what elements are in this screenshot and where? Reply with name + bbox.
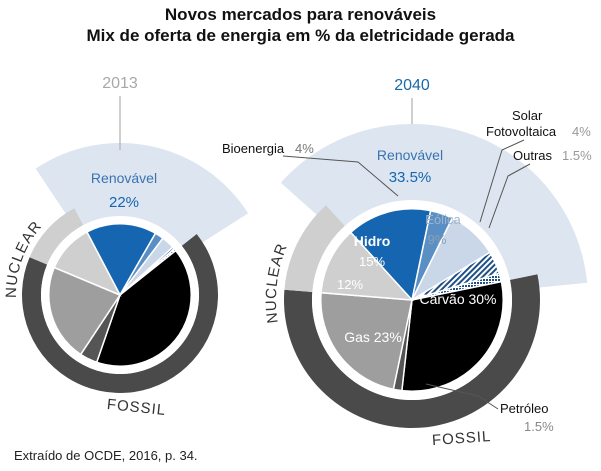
slice-value-solar: 4% [572, 124, 591, 139]
slice-label-solar-l1: Solar [512, 108, 543, 123]
leader-bioenergia [282, 155, 399, 197]
nuclear-ring-2040 [284, 205, 345, 292]
fossil-ring-label-2013: FOSSIL [106, 396, 167, 419]
chart-subtitle: Mix de oferta de energia em % da eletric… [86, 26, 515, 45]
renewable-ring-2013 [74, 197, 197, 246]
slice-value-hidro: 15% [359, 254, 385, 269]
slice-label-petroleo: Petróleo [500, 401, 548, 416]
fossil-ring-2013 [22, 233, 218, 393]
leader-outras [488, 163, 531, 229]
slice-value-outras: 1.5% [562, 148, 592, 163]
leader-solar [479, 139, 525, 223]
pie-rim-2040 [318, 206, 506, 394]
fossil-ring-2040 [284, 274, 541, 428]
renewable-value-2013: 22% [109, 194, 139, 211]
renewable-value-2040: 33.5% [389, 169, 432, 186]
slice-value-eolica: 9% [428, 232, 447, 247]
slice-label-hidro: Hidro [354, 233, 391, 249]
slice-label-gas: Gas 23% [344, 329, 402, 345]
renewable-label-2013: Renovável [91, 170, 157, 186]
chart-title-block: Novos mercados para renováveis Mix de of… [0, 4, 601, 46]
slice-label-bioenergia: Bioenergia [222, 141, 285, 156]
slice-label-eolica: Eólica [425, 212, 461, 227]
slice-value-bioenergia: 4% [295, 141, 314, 156]
slice-value-petroleo: 1.5% [524, 419, 554, 434]
nuclear-ring-2013 [29, 208, 84, 265]
slice-label-solar-l2: Fotovoltaica [486, 124, 557, 139]
source-note: Extraído de OCDE, 2016, p. 34. [14, 448, 198, 463]
fossil-ring-label-2040: FOSSIL [431, 428, 491, 449]
leader-petroleo [425, 383, 499, 410]
year-label-2040: 2040 [394, 77, 430, 94]
year-label-2013: 2013 [102, 75, 138, 92]
renewable-label-2040: Renovável [377, 147, 443, 163]
chart-title: Novos mercados para renováveis [164, 5, 437, 24]
chart-2040: 2040 Renovável 33.5% Hidro 15% Eólica 9% 12% Gas… [222, 77, 592, 449]
pie-rim-2013 [46, 221, 194, 369]
renewable-ring-2040 [326, 171, 538, 280]
slice-label-carvao: Carvão 30% [419, 291, 496, 307]
slice-value-nuclear: 12% [337, 277, 363, 292]
slice-label-outras: Outras [513, 148, 553, 163]
